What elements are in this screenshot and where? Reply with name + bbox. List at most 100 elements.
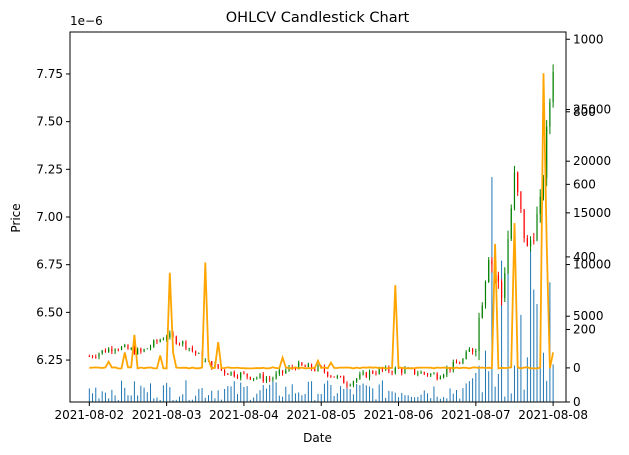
candle-body (246, 373, 248, 377)
candle-body (446, 368, 448, 375)
volume-bar (256, 393, 258, 402)
volume-bar (484, 350, 486, 402)
volume-bar (488, 371, 490, 402)
candle-body (143, 349, 145, 352)
volume-bar (343, 389, 345, 402)
volume-tick-label: 400 (573, 250, 596, 264)
volume-bar (230, 386, 232, 402)
volume-bar (169, 387, 171, 402)
volume-bar (513, 365, 515, 402)
candle-body (307, 364, 309, 367)
volume-tick-label: 800 (573, 105, 596, 119)
volume-bar (272, 380, 274, 402)
candle-body (549, 102, 551, 127)
candle-body (423, 372, 425, 374)
volume-bar (227, 386, 229, 402)
candle-body (520, 191, 522, 210)
candle-body (539, 196, 541, 214)
trades-axis: 0 5000 10000 15000 20000 25000 (566, 103, 611, 375)
candle-body (401, 368, 403, 373)
volume-bar (446, 398, 448, 402)
volume-bar (117, 400, 119, 402)
candle-body (317, 365, 319, 371)
candle-body (323, 367, 326, 372)
candle-body (252, 378, 255, 380)
candle-body (500, 281, 503, 298)
volume-bar (236, 394, 238, 402)
volume-bar (414, 397, 416, 402)
price-tick-label: 7.25 (36, 162, 63, 176)
volume-bar (417, 396, 419, 402)
volume-bar (259, 390, 261, 402)
candle-body (388, 367, 390, 372)
candle-body (227, 373, 229, 375)
candle-body (156, 340, 158, 342)
volume-bar (526, 357, 528, 402)
price-offset-label: 1e−6 (70, 14, 103, 28)
volume-bar (275, 382, 277, 402)
candle-body (195, 350, 197, 354)
candle-body (381, 368, 384, 371)
volume-bar (265, 388, 267, 402)
candle-body (310, 364, 313, 369)
candle-body (336, 376, 338, 378)
volume-bar (391, 391, 393, 402)
candle-body (504, 273, 506, 298)
candle-body (330, 376, 332, 377)
candle-body (356, 378, 358, 382)
candle-body (523, 209, 525, 239)
candle-body (478, 317, 480, 352)
volume-bar (362, 383, 364, 402)
candle-body (368, 371, 371, 378)
volume-bar (150, 383, 152, 402)
candle-body (339, 376, 342, 377)
volume-bars (88, 177, 554, 402)
volume-bar (401, 392, 403, 402)
volume-bar (207, 395, 209, 402)
volume-bar (121, 380, 123, 402)
volume-bar (111, 389, 113, 402)
volume-bar (211, 390, 213, 402)
candle-body (285, 370, 287, 373)
volume-bar (124, 387, 126, 402)
candle-body (259, 374, 261, 378)
candle-body (346, 383, 348, 386)
candle-body (191, 348, 193, 351)
volume-bar (162, 385, 164, 402)
volume-bar (381, 380, 383, 402)
candle-body (455, 361, 458, 364)
y-axis-label: Price (9, 203, 23, 232)
volume-bar (153, 398, 155, 402)
candle-body (294, 367, 297, 370)
candle-body (198, 353, 200, 355)
volume-bar (249, 399, 251, 402)
price-tick-label: 7.00 (36, 210, 63, 224)
candle-body (98, 353, 100, 358)
volume-bar (233, 381, 235, 402)
volume-bar (423, 390, 425, 402)
volume-bar (92, 393, 94, 402)
candle-body (513, 172, 516, 209)
candle-body (101, 350, 103, 354)
candlesticks (88, 64, 554, 389)
volume-bar (340, 386, 342, 402)
candle-body (124, 345, 126, 347)
candle-body (146, 348, 148, 350)
x-tick-label: 2021-08-05 (286, 408, 356, 422)
candle-body (217, 364, 219, 369)
x-tick-label: 2021-08-02 (54, 408, 124, 422)
candle-body (372, 371, 374, 374)
candle-body (95, 356, 97, 358)
volume-bar (378, 384, 380, 402)
volume-bar (195, 395, 197, 402)
volume-bar (298, 392, 300, 402)
price-tick-label: 7.75 (36, 67, 63, 81)
volume-tick-label: 600 (573, 177, 596, 191)
candle-body (301, 362, 303, 366)
chart-title: OHLCV Candlestick Chart (226, 10, 410, 26)
candle-body (517, 172, 519, 192)
volume-bar (175, 399, 177, 402)
candle-body (298, 362, 300, 370)
candle-body (507, 238, 509, 274)
volume-bar (542, 352, 544, 402)
